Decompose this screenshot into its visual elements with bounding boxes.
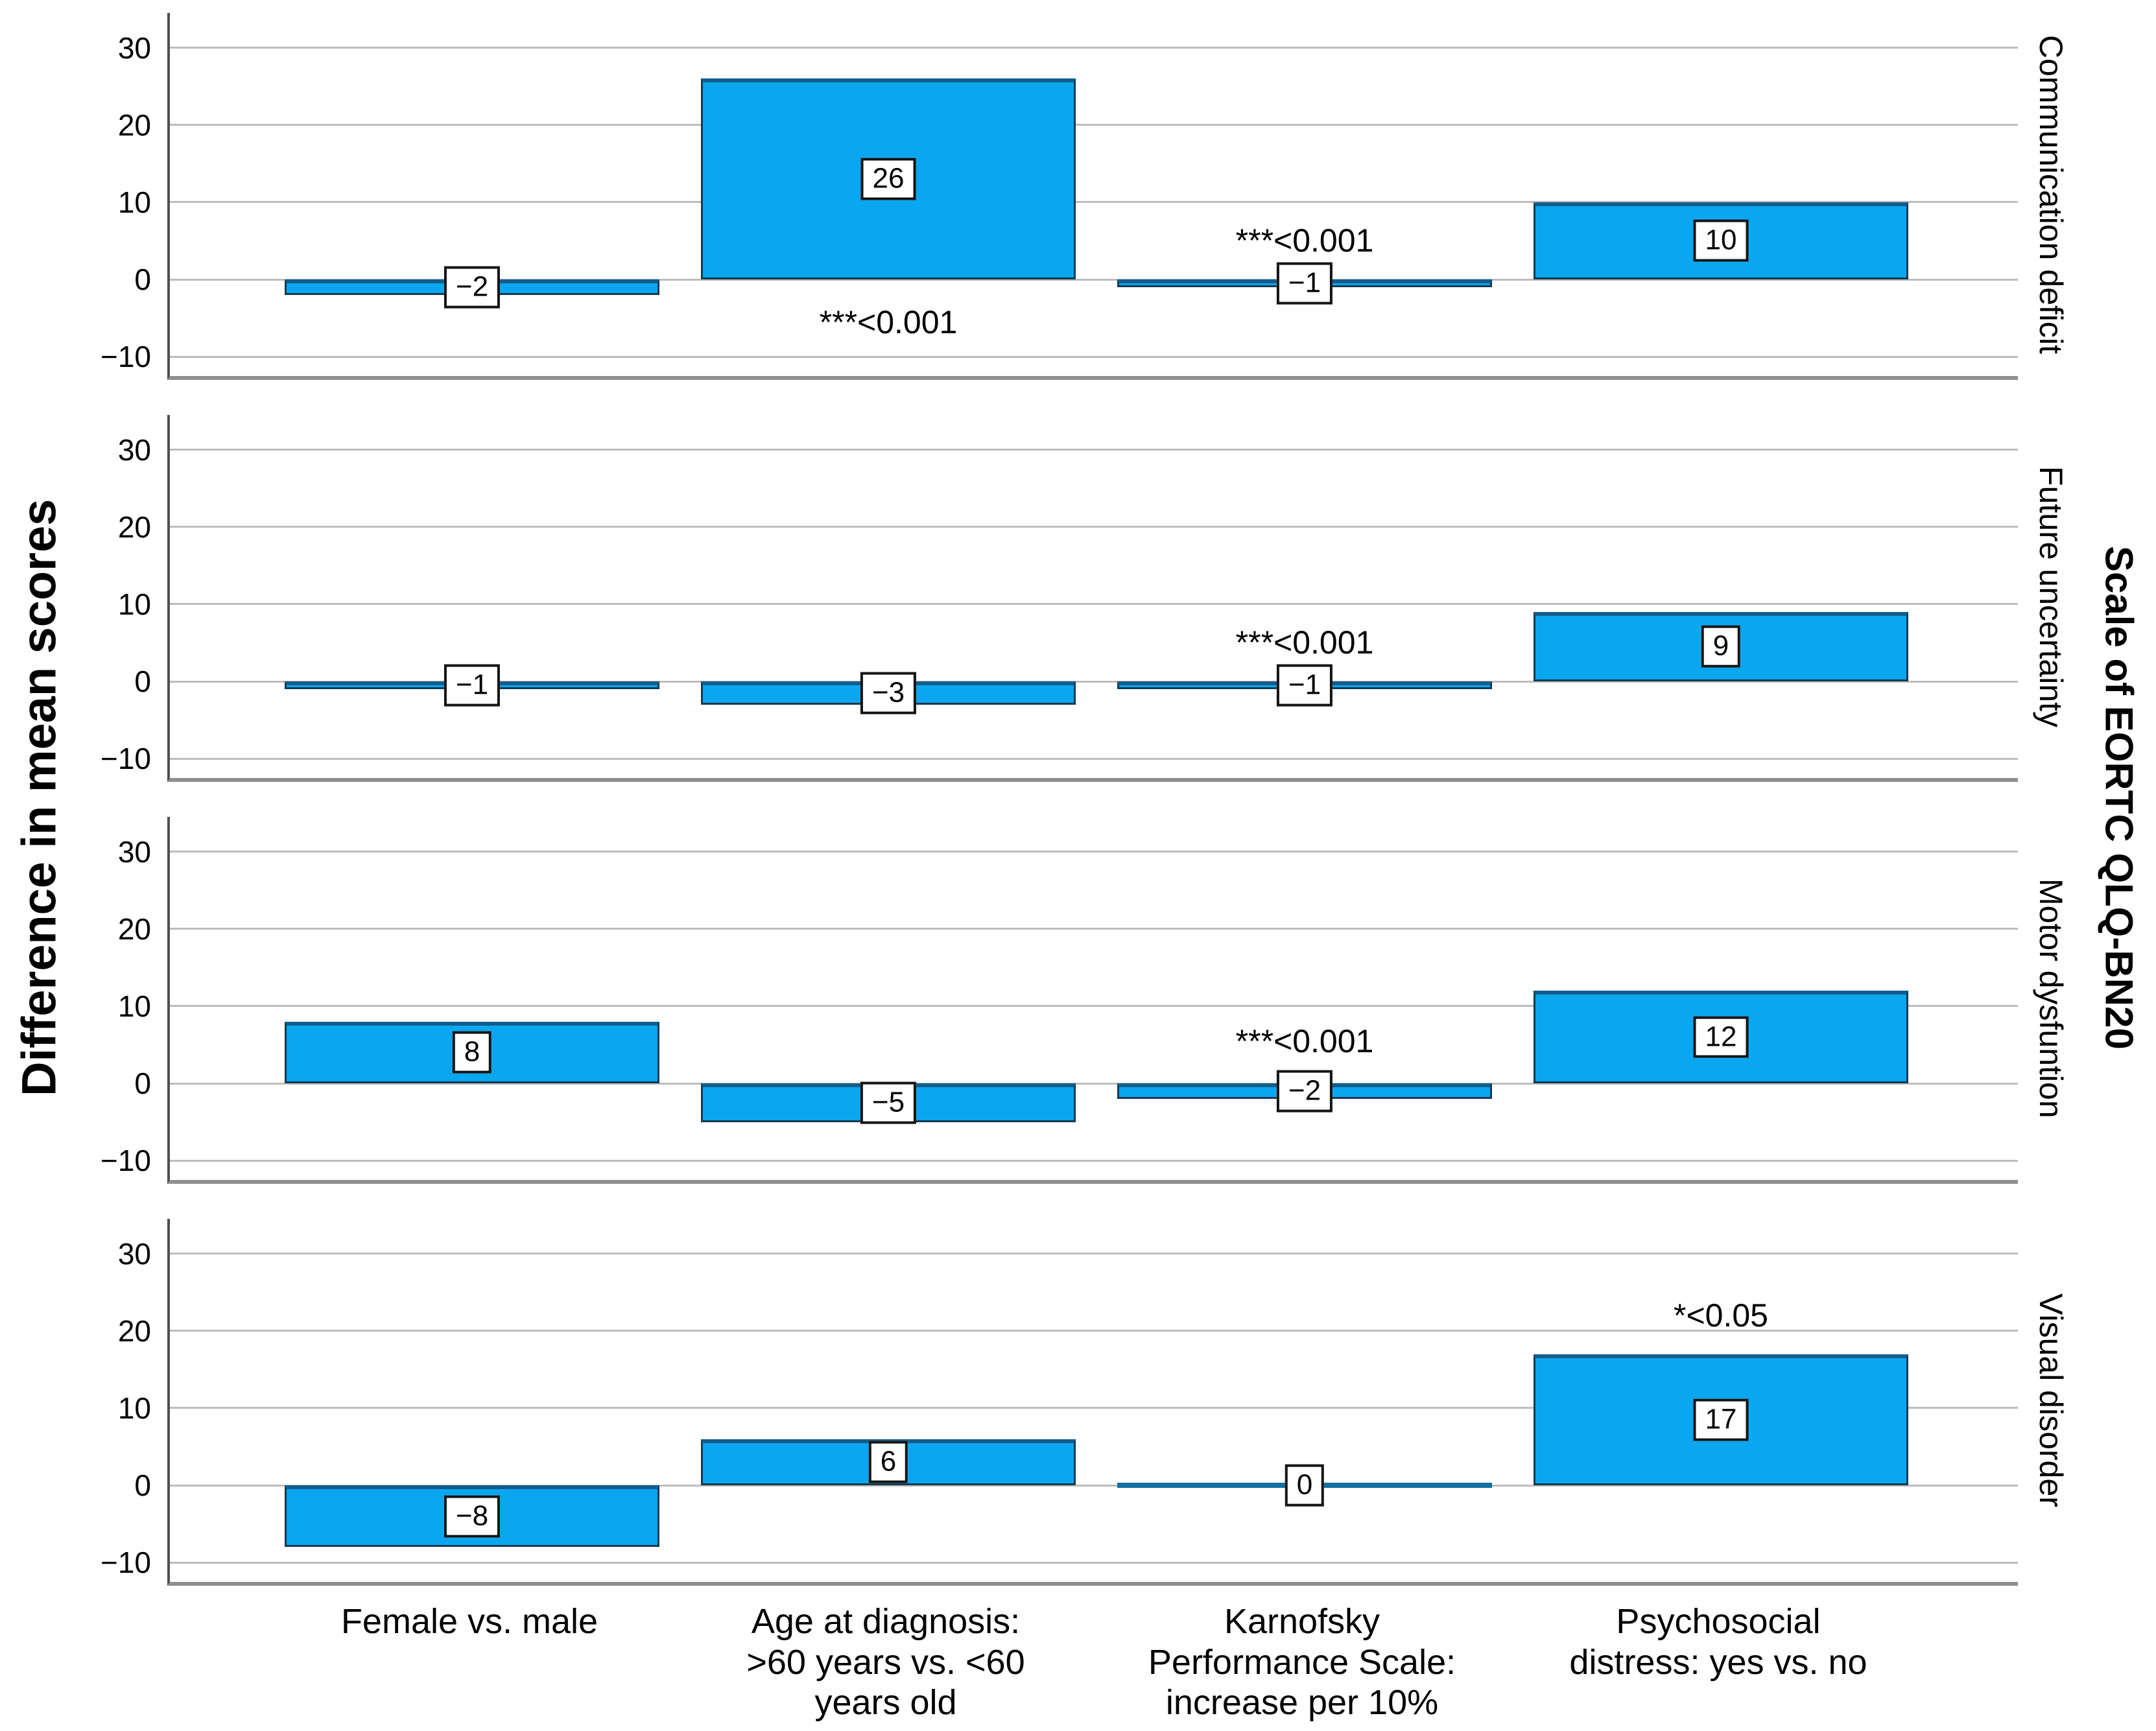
y-tick-label: 30 [117, 834, 151, 869]
y-tick-label: 10 [117, 587, 151, 621]
gridline [170, 449, 2018, 451]
gridline [170, 680, 2018, 683]
panel-communication-deficit: −2 26 −1 10 ***<0.001 ***<0.001 [167, 13, 2018, 380]
gridline [170, 355, 2018, 358]
y-tick-label: −10 [100, 742, 151, 776]
bar-value-label: −1 [1276, 262, 1333, 305]
bar-value-label: −2 [444, 266, 501, 309]
y-tick-label: 30 [117, 30, 151, 65]
x-category-label: Karnofsky Performance Scale: increase per … [1069, 1601, 1535, 1723]
x-category-label-line: distress: yes vs. no [1569, 1642, 1867, 1682]
gridline [170, 928, 2018, 930]
significance-annotation: ***<0.001 [1235, 222, 1374, 259]
bar-value-label: −5 [860, 1081, 917, 1124]
bar-value-label: 12 [1693, 1016, 1749, 1058]
bar-value-label: −3 [860, 672, 917, 714]
y-tick-label: −10 [100, 1546, 151, 1580]
y-tick-label: 30 [117, 1236, 151, 1271]
bar-value-label: 9 [1701, 626, 1741, 668]
bar-value-label: 10 [1693, 220, 1749, 262]
gridline [170, 757, 2018, 760]
panel-label: Communication deficit [2033, 35, 2069, 354]
x-category-label-line: increase per 10% [1165, 1683, 1439, 1723]
significance-annotation: ***<0.001 [819, 303, 958, 340]
significance-annotation: ***<0.001 [1235, 624, 1374, 661]
gridline [170, 1484, 2018, 1487]
bar-value-label: −1 [1276, 664, 1333, 707]
x-category-label: Female vs. male [236, 1601, 703, 1642]
gridline [170, 526, 2018, 528]
gridline [170, 47, 2018, 49]
gridline [170, 124, 2018, 126]
x-category-label-line: years old [814, 1683, 957, 1723]
gridline [170, 1253, 2018, 1255]
gridline [170, 1005, 2018, 1007]
y-tick-label: 10 [117, 1391, 151, 1425]
y-tick-label: 10 [117, 989, 151, 1023]
bar-value-label: 8 [452, 1031, 492, 1074]
x-category-label-line: Performance Scale: [1148, 1642, 1456, 1682]
x-category-label: Age at diagnosis: >60 years vs. <60 years … [652, 1601, 1119, 1723]
x-category-label-line: Female vs. male [340, 1602, 598, 1641]
x-category-label: Psychosocial distress: yes vs. no [1485, 1601, 1952, 1682]
bar-value-label: 0 [1285, 1464, 1325, 1507]
y-tick-label: −10 [100, 1144, 151, 1178]
gridline [170, 278, 2018, 281]
gridline [170, 1561, 2018, 1564]
bar-value-label: −2 [1276, 1070, 1333, 1113]
bar-value-label: −1 [444, 664, 501, 707]
gridline [170, 1082, 2018, 1085]
bar-value-label: −8 [444, 1495, 501, 1538]
right-axis-title: Scale of EORTC QLQ-BN20 [2097, 545, 2141, 1050]
gridline [170, 1330, 2018, 1332]
gridline [170, 1159, 2018, 1162]
gridline [170, 1407, 2018, 1409]
y-tick-label: 20 [117, 1313, 151, 1348]
panel-label: Future uncertainty [2033, 465, 2069, 727]
x-category-label-line: >60 years vs. <60 [746, 1642, 1025, 1682]
panel-future-uncertainty: −1 −3 −1 9 ***<0.001 [167, 415, 2018, 782]
y-tick-label: 0 [134, 1468, 151, 1503]
significance-annotation: *<0.05 [1674, 1297, 1768, 1334]
y-tick-label: −10 [100, 340, 151, 374]
y-tick-label: 20 [117, 108, 151, 142]
panel-motor-dysfuntion: 8 −5 −2 12 ***<0.001 [167, 817, 2018, 1184]
y-tick-label: 0 [134, 1066, 151, 1101]
x-category-label-line: Karnofsky [1224, 1602, 1380, 1641]
y-tick-label: 0 [134, 665, 151, 699]
y-tick-label: 30 [117, 432, 151, 467]
y-tick-label: 20 [117, 912, 151, 946]
bar-value-label: 26 [860, 158, 916, 200]
panel-visual-disorder: −8 6 0 17 *<0.05 [167, 1219, 2018, 1586]
panel-label: Visual disorder [2033, 1293, 2069, 1507]
y-tick-label: 20 [117, 510, 151, 544]
y-tick-label: 0 [134, 263, 151, 297]
bar-value-label: 17 [1693, 1398, 1749, 1441]
bar-value-label: 6 [868, 1441, 908, 1483]
panel-label: Motor dysfuntion [2033, 878, 2069, 1118]
gridline [170, 851, 2018, 853]
x-category-label-line: Age at diagnosis: [751, 1602, 1021, 1641]
x-category-label-line: Psychosocial [1616, 1602, 1821, 1641]
significance-annotation: ***<0.001 [1235, 1022, 1374, 1059]
gridline [170, 201, 2018, 204]
gridline [170, 603, 2018, 606]
y-tick-label: 10 [117, 185, 151, 219]
